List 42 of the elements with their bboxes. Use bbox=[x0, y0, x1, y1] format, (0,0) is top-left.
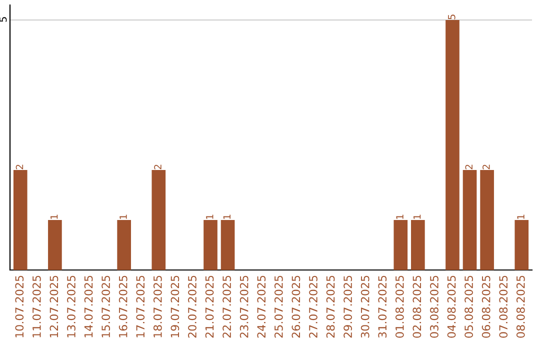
x-tick-label: 22.07.2025 bbox=[222, 276, 232, 338]
data-label: 1 bbox=[223, 214, 230, 219]
x-tick-label: 03.08.2025 bbox=[430, 276, 438, 338]
data-label: 2 bbox=[465, 164, 472, 170]
x-tick-label: 07.08.2025 bbox=[499, 276, 508, 338]
x-tick-label: 19.07.2025 bbox=[170, 276, 180, 338]
x-tick-label: 10.07.2025 bbox=[15, 276, 24, 338]
x-tick-label: 28.07.2025 bbox=[326, 276, 335, 338]
data-label: 1 bbox=[120, 214, 127, 219]
x-tick-label: 18.07.2025 bbox=[153, 276, 162, 338]
x-tick-label: 27.07.2025 bbox=[309, 276, 318, 338]
x-tick-label: 14.07.2025 bbox=[84, 276, 93, 338]
x-tick-label: 05.08.2025 bbox=[464, 276, 473, 338]
data-label: 1 bbox=[414, 214, 421, 219]
x-tick-label: 16.07.2025 bbox=[118, 276, 128, 338]
x-tick-label: 21.07.2025 bbox=[205, 276, 214, 338]
data-label: 2 bbox=[16, 164, 24, 170]
data-label: 1 bbox=[206, 214, 214, 219]
x-tick-label: 11.07.2025 bbox=[32, 276, 41, 338]
x-tick-label: 31.07.2025 bbox=[378, 276, 387, 338]
x-tick-label: 30.07.2025 bbox=[360, 276, 370, 338]
x-tick-label: 06.08.2025 bbox=[482, 276, 490, 338]
x-tick-label: 02.08.2025 bbox=[412, 276, 422, 338]
data-label: 2 bbox=[154, 164, 162, 170]
x-tick-label: 29.07.2025 bbox=[344, 276, 352, 338]
x-tick-label: 26.07.2025 bbox=[292, 276, 300, 338]
x-tick-label: 08.08.2025 bbox=[516, 276, 525, 338]
data-label: 2 bbox=[482, 164, 490, 170]
data-label: 1 bbox=[396, 214, 404, 219]
x-tick-label: 13.07.2025 bbox=[67, 276, 76, 338]
x-tick-label: 25.07.2025 bbox=[274, 276, 283, 338]
x-tick-label: 12.07.2025 bbox=[50, 276, 58, 338]
x-tick-label: 24.07.2025 bbox=[257, 276, 266, 338]
x-tick-label: 17.07.2025 bbox=[136, 276, 145, 338]
data-label: 5 bbox=[448, 14, 456, 20]
x-tick-label: 20.07.2025 bbox=[188, 276, 196, 338]
x-tick-label: 01.08.2025 bbox=[395, 276, 404, 338]
data-label: 1 bbox=[517, 214, 524, 219]
x-tick-label: 04.08.2025 bbox=[447, 276, 456, 338]
x-tick-label: 23.07.2025 bbox=[240, 276, 248, 338]
x-tick-label: 15.07.2025 bbox=[102, 276, 110, 338]
data-label: 1 bbox=[50, 214, 58, 219]
